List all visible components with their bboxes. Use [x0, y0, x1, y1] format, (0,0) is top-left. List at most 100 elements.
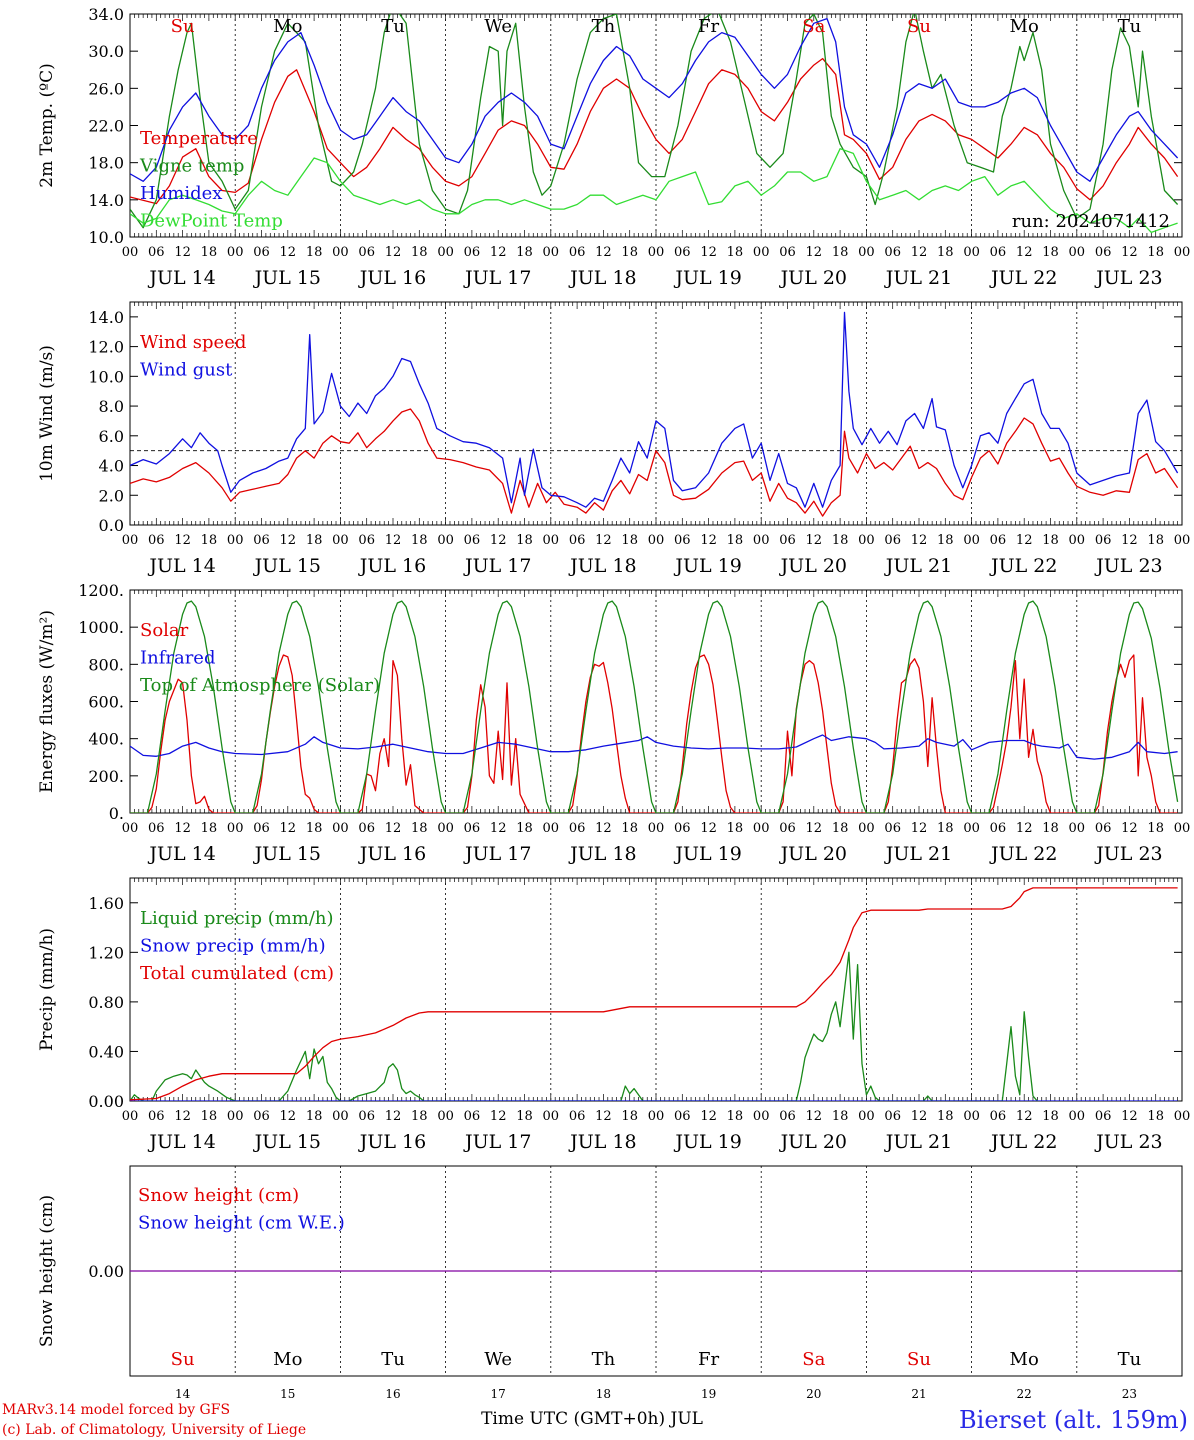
hour-tick-label: 18 [516, 821, 533, 836]
hour-tick-label: 00 [543, 1109, 560, 1124]
day-label: JUL 16 [358, 267, 426, 289]
hour-tick-label: 06 [464, 1109, 481, 1124]
day-label: JUL 21 [884, 267, 952, 289]
hour-tick-label: 00 [963, 533, 980, 548]
y-tick-label: 22.0 [88, 117, 124, 136]
weekday-label: Tu [1118, 16, 1142, 37]
weekday-label: Th [592, 1349, 616, 1370]
day-label: JUL 15 [253, 1131, 321, 1153]
hour-tick-label: 18 [516, 1109, 533, 1124]
weekday-label: Mo [273, 16, 302, 37]
hour-tick-label: 06 [884, 1109, 901, 1124]
hour-tick-label: 12 [700, 245, 717, 260]
y-tick-label: 4.0 [99, 457, 124, 476]
legend-entry: Temperature [140, 128, 258, 149]
hour-tick-label: 00 [1069, 1109, 1086, 1124]
hour-tick-label: 18 [937, 1109, 954, 1124]
hour-tick-label: 12 [174, 1109, 191, 1124]
hour-tick-label: 12 [1016, 245, 1033, 260]
hour-tick-label: 18 [727, 821, 744, 836]
y-axis-title: Precip (mm/h) [37, 928, 57, 1051]
day-label: JUL 23 [1094, 555, 1162, 577]
temp-series-group [130, 14, 1179, 234]
hour-tick-label: 06 [148, 1109, 165, 1124]
y-tick-label: 1200. [78, 581, 124, 600]
hour-tick-label: 00 [122, 533, 139, 548]
series-line-top-of-atmosphere-solar- [130, 600, 1179, 813]
hour-tick-label: 12 [700, 821, 717, 836]
legend-entry: Snow precip (mm/h) [140, 936, 326, 957]
day-label: JUL 17 [463, 843, 531, 865]
hour-tick-label: 18 [306, 1109, 323, 1124]
hour-tick-label: 00 [227, 245, 244, 260]
hour-tick-label: 00 [227, 1109, 244, 1124]
hour-tick-label: 12 [911, 245, 928, 260]
day-number-label: 15 [280, 1387, 295, 1401]
hour-tick-label: 06 [674, 1109, 691, 1124]
day-label: JUL 16 [358, 555, 426, 577]
hour-tick-label: 00 [648, 821, 665, 836]
day-label: JUL 17 [463, 267, 531, 289]
hour-tick-label: 06 [569, 821, 586, 836]
hour-tick-label: 12 [700, 1109, 717, 1124]
hour-tick-label: 06 [1095, 821, 1112, 836]
day-label: JUL 22 [989, 1131, 1057, 1153]
hour-tick-label: 12 [490, 1109, 507, 1124]
hour-tick-label: 06 [464, 533, 481, 548]
day-label: JUL 16 [358, 1131, 426, 1153]
hour-tick-label: 00 [858, 245, 875, 260]
day-number-label: 21 [911, 1387, 926, 1401]
weekday-label: Tu [1118, 1349, 1142, 1370]
hour-tick-label: 06 [674, 821, 691, 836]
day-label: JUL 23 [1094, 1131, 1162, 1153]
hour-tick-label: 00 [332, 245, 349, 260]
day-number-label: 20 [806, 1387, 821, 1401]
day-label: JUL 21 [884, 555, 952, 577]
hour-tick-label: 00 [753, 1109, 770, 1124]
hour-tick-label: 00 [753, 245, 770, 260]
weekday-label: Su [171, 1349, 195, 1370]
legend-entry: Solar [140, 620, 189, 641]
legend-entry: Vigne temp [139, 156, 244, 177]
weekday-label: Th [592, 16, 616, 37]
day-label: JUL 17 [463, 1131, 531, 1153]
hour-tick-label: 06 [779, 245, 796, 260]
hour-tick-label: 00 [437, 533, 454, 548]
hour-tick-label: 12 [1121, 533, 1138, 548]
model-credit-line: MARv3.14 model forced by GFS [2, 1402, 230, 1418]
weekday-label: Tu [381, 1349, 405, 1370]
hour-tick-label: 00 [227, 821, 244, 836]
day-label: JUL 15 [253, 267, 321, 289]
hour-tick-label: 18 [1042, 1109, 1059, 1124]
weekday-label: Fr [698, 16, 719, 37]
hour-tick-label: 18 [621, 533, 638, 548]
hour-tick-label: 06 [674, 533, 691, 548]
hour-tick-label: 06 [1095, 533, 1112, 548]
series-line-vigne-temp [130, 14, 1179, 229]
legend-entry: Total cumulated (cm) [140, 963, 334, 984]
weekday-label: We [484, 1349, 512, 1370]
y-tick-label: 0.0 [99, 516, 124, 535]
weekday-label: Mo [1010, 16, 1039, 37]
hour-tick-label: 06 [253, 821, 270, 836]
hour-tick-label: 06 [990, 245, 1007, 260]
y-tick-label: 1000. [78, 618, 124, 637]
series-line-humidex [130, 17, 1179, 182]
day-label: JUL 22 [989, 555, 1057, 577]
hour-tick-label: 06 [779, 1109, 796, 1124]
y-tick-label: 0.80 [88, 993, 124, 1012]
y-tick-label: 400. [88, 730, 124, 749]
hour-tick-label: 18 [621, 1109, 638, 1124]
series-line-wind-gust [130, 311, 1179, 508]
day-number-label: 23 [1122, 1387, 1137, 1401]
hour-tick-label: 00 [332, 821, 349, 836]
day-label: JUL 14 [147, 843, 215, 865]
hour-tick-label: 06 [569, 245, 586, 260]
y-axis-title: Snow height (cm) [37, 1195, 57, 1347]
hour-tick-label: 12 [806, 245, 823, 260]
hour-tick-label: 06 [569, 1109, 586, 1124]
day-label: JUL 19 [673, 555, 741, 577]
hour-tick-label: 12 [595, 1109, 612, 1124]
day-label: JUL 15 [253, 555, 321, 577]
